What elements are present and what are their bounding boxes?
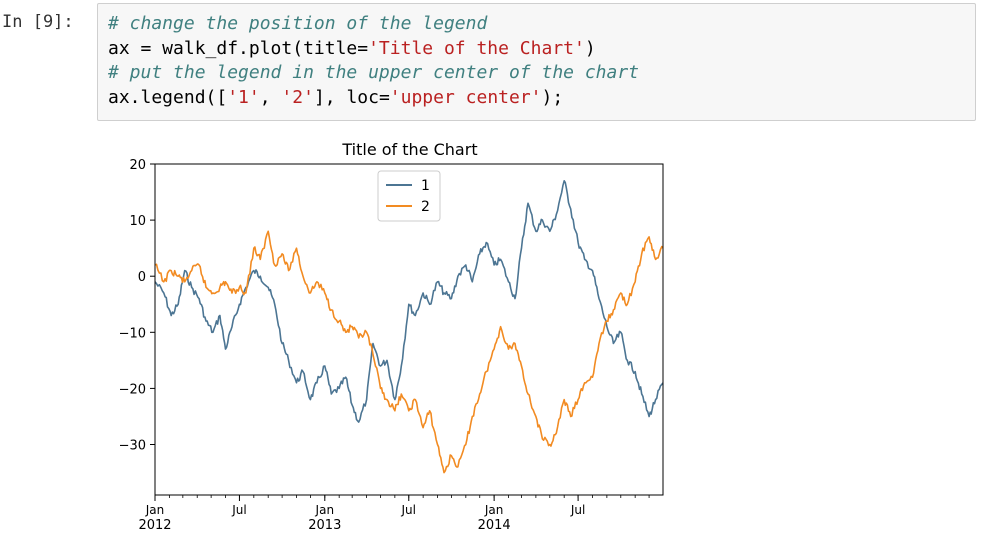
- y-tick-label: −10: [119, 326, 146, 341]
- x-tick-year-label: 2012: [138, 518, 171, 533]
- series-line-2: [154, 230, 664, 474]
- cell-prompt: In [9]:: [2, 12, 74, 32]
- code-line: ax = walk_df.plot(title='Title of the Ch…: [108, 37, 965, 62]
- legend-box: [377, 170, 441, 222]
- code-text: ], loc=: [313, 86, 390, 108]
- cell-output: Title of the Chart 20 10 0 −10 −20 −30 Jan 201…: [97, 128, 717, 536]
- y-tick-label: 20: [129, 158, 146, 173]
- code-string: '2': [281, 86, 314, 108]
- x-tick-label: Jul: [401, 503, 416, 517]
- y-tick-label: 0: [138, 270, 146, 285]
- code-comment: # put the legend in the upper center of …: [108, 62, 640, 83]
- code-string: 'Title of the Chart': [368, 37, 585, 59]
- y-tick-label: −30: [119, 439, 146, 454]
- code-text: ax = walk_df.plot(title=: [108, 37, 369, 59]
- code-comment: # change the position of the legend: [108, 13, 488, 34]
- x-tick-year-label: 2014: [478, 518, 511, 533]
- y-tick-label: 10: [129, 214, 146, 229]
- code-string: '1': [227, 86, 260, 108]
- code-cell[interactable]: # change the position of the legend ax =…: [97, 3, 976, 121]
- legend-label: 2: [421, 199, 430, 215]
- x-tick-label: Jan: [145, 503, 165, 517]
- code-line: # change the position of the legend: [108, 12, 965, 37]
- code-text: ,: [259, 86, 282, 108]
- x-tick-label: Jan: [315, 503, 335, 517]
- x-tick-label: Jul: [231, 503, 246, 517]
- code-line: ax.legend(['1', '2'], loc='upper center'…: [108, 86, 965, 111]
- code-text: );: [541, 86, 564, 108]
- code-string: 'upper center': [389, 86, 542, 108]
- x-tick-year-label: 2013: [308, 518, 341, 533]
- x-tick-label: Jan: [484, 503, 504, 517]
- code-line: # put the legend in the upper center of …: [108, 61, 965, 86]
- series-line-1: [154, 180, 664, 423]
- code-text: ): [584, 37, 596, 59]
- code-text: ax.legend([: [108, 86, 228, 108]
- x-tick-label: Jul: [570, 503, 585, 517]
- chart-title: Title of the Chart: [341, 140, 477, 159]
- y-tick-label: −20: [119, 382, 146, 397]
- series-layer: [154, 180, 664, 474]
- legend-label: 1: [421, 178, 430, 194]
- legend: 12: [377, 170, 441, 222]
- y-axis: 20 10 0 −10 −20 −30: [119, 158, 155, 454]
